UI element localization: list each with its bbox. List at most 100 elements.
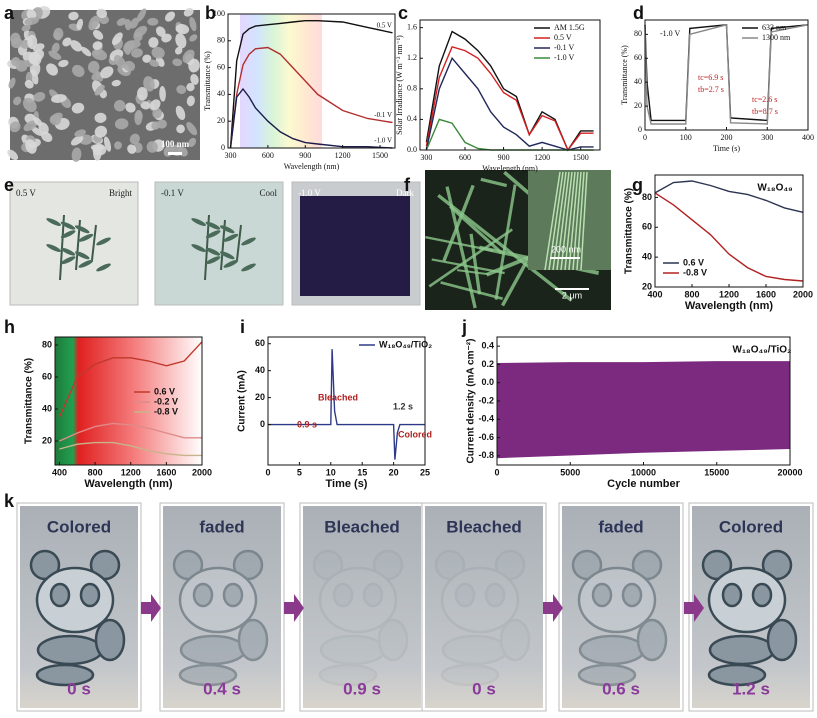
plot-frame: [227, 13, 396, 149]
photo: [303, 506, 421, 708]
arrow: [543, 594, 563, 622]
panda-ear: [312, 549, 344, 581]
legend-label: 1300 nm: [762, 33, 791, 42]
bamboo-leaf: [205, 230, 221, 239]
panda-foot: [707, 663, 767, 687]
panel-label: a: [4, 3, 15, 23]
bamboo-leaf: [205, 247, 221, 256]
panda-ear: [434, 549, 466, 581]
sem-grain: [91, 49, 108, 61]
y-tick-label: 80: [42, 339, 52, 349]
sem-grain: [175, 105, 186, 121]
panda-body: [36, 634, 104, 666]
sem-grain: [72, 64, 85, 77]
panda-ear: [172, 549, 204, 581]
photo: [425, 506, 543, 708]
annotation: -1.0 V: [660, 29, 681, 38]
sem-grain: [188, 137, 197, 148]
x-tick-label: 1600: [756, 289, 776, 299]
annotation: Bleached: [318, 392, 358, 402]
sem-grain: [186, 82, 195, 92]
panda-head: [577, 566, 657, 634]
sem-grain: [127, 144, 137, 154]
y-tick-label: -0.8: [478, 450, 494, 460]
sem-grain: [149, 59, 160, 67]
sem-grain: [80, 46, 92, 57]
x-tick-label: 0: [265, 467, 270, 477]
sem-grain: [9, 121, 21, 133]
panda: [172, 549, 269, 687]
sem-grain: [11, 57, 21, 67]
x-tick-label: 0: [494, 467, 499, 477]
sem-grain: [189, 16, 197, 32]
scale-bar: [168, 152, 182, 155]
y-tick-label: 0.2: [481, 359, 494, 369]
bamboo-leaf: [74, 225, 90, 234]
sem-grain: [113, 55, 126, 69]
sem-grain: [53, 27, 64, 40]
frame-state: faded: [598, 517, 643, 536]
sem-grain: [114, 141, 122, 150]
x-tick-label: 0: [643, 133, 647, 142]
plot-frame: [419, 19, 601, 151]
y-axis-label: Transmittance (%): [203, 51, 212, 111]
x-tick-label: 10: [326, 467, 336, 477]
panda-eye: [332, 582, 354, 608]
bamboo-leaf: [219, 225, 235, 234]
bamboo-leaf: [60, 247, 76, 256]
sem-grain: [32, 49, 45, 62]
panda: [312, 549, 409, 687]
y-tick-label: -0.2: [478, 395, 494, 405]
sem-grain: [172, 58, 183, 67]
panda-arm: [237, 618, 269, 662]
bamboo-stem: [236, 224, 242, 261]
sem-grain: [70, 40, 83, 52]
x-tick-label: 800: [88, 467, 103, 477]
y-tick-label: 40: [42, 403, 52, 413]
x-tick-label: 5: [297, 467, 302, 477]
scale-bar-label: 100 nm: [161, 139, 190, 149]
sem-grain: [31, 126, 43, 136]
bamboo-leaf: [60, 230, 76, 239]
sem-grain: [70, 135, 84, 146]
x-axis-label: Wavelength (nm): [685, 300, 774, 312]
y-tick-label: 20: [634, 101, 642, 110]
x-tick-label: 1500: [372, 151, 388, 160]
fiber-needle: [576, 171, 585, 271]
panda-body: [319, 634, 387, 666]
x-tick-label: 300: [761, 133, 773, 142]
sem-grain: [23, 120, 38, 132]
annotation: Colored: [398, 429, 432, 439]
series-line: [229, 20, 393, 149]
sem-grain: [116, 18, 127, 26]
sem-grain: [186, 121, 198, 136]
sem-grain: [147, 17, 159, 26]
x-tick-label: 900: [498, 153, 510, 162]
bamboo-leaf: [96, 237, 111, 246]
sem-grain: [155, 26, 166, 37]
panda-foot: [35, 663, 95, 687]
fiber-needle: [556, 171, 570, 271]
panda-eye: [621, 582, 643, 608]
photo-state: Cool: [259, 188, 277, 198]
sem-grain: [26, 9, 37, 20]
panda-eye: [721, 582, 743, 608]
sem-grain: [51, 94, 67, 103]
photo: [163, 506, 281, 708]
panda-arm: [766, 618, 798, 662]
panel-label: h: [4, 317, 15, 337]
series-line: [58, 341, 203, 418]
sem-grain: [33, 117, 43, 127]
y-axis-label: Transmittance (%): [624, 188, 635, 274]
x-tick-label: 900: [299, 151, 311, 160]
legend-label: -1.0 V: [554, 53, 575, 62]
annotation: tc=2.6 s: [752, 95, 777, 104]
y-tick-label: 0.4: [407, 114, 417, 123]
sem-grain: [190, 73, 199, 85]
fiber: [456, 269, 489, 276]
fiber: [494, 184, 517, 300]
x-tick-label: 25: [420, 467, 430, 477]
series-line: [229, 46, 393, 149]
bamboo-leaf: [205, 221, 221, 230]
